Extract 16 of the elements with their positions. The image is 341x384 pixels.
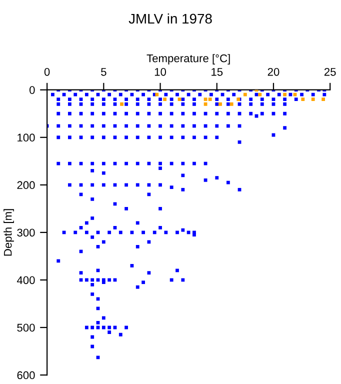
chart-title: JMLV in 1978	[128, 13, 212, 24]
y-axis-title: Depth [m]	[4, 209, 14, 256]
x-tick-label: 0	[44, 68, 50, 76]
x-tick-label: 15	[212, 68, 223, 76]
x-tick-label: 20	[268, 68, 280, 76]
x-tick-label: 5	[101, 68, 106, 76]
x-tick-label: 25	[324, 68, 336, 76]
x-axis-title: Temperature [°C]	[146, 54, 230, 64]
y-tick-label: 100	[18, 134, 35, 142]
y-tick-label: 500	[17, 324, 35, 332]
x-tick-label: 10	[154, 68, 166, 76]
y-tick-label: 0	[30, 86, 35, 94]
y-tick-label: 300	[17, 228, 35, 237]
y-tick-label: 400	[16, 276, 35, 284]
y-tick-label: 200	[17, 181, 35, 190]
y-tick-label: 600	[17, 371, 35, 380]
